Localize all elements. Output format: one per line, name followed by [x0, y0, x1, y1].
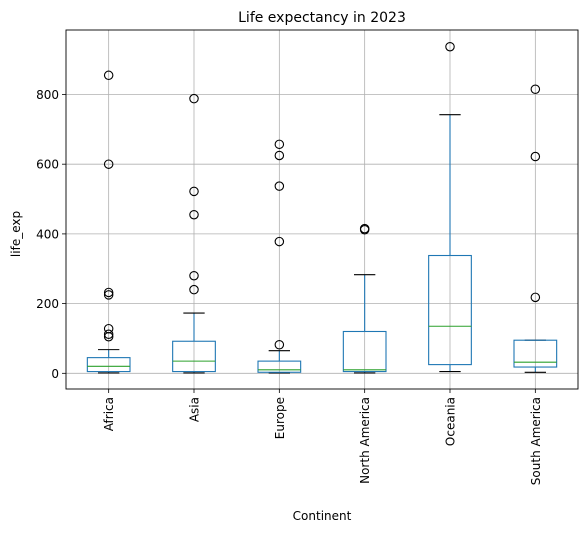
x-tick-label: Oceania: [444, 397, 458, 446]
y-tick-label: 600: [36, 158, 59, 172]
axis-layer: 0 200 400 600 800 Africa Asia Europe North Ameri…: [36, 88, 543, 485]
outlier-point: [103, 329, 114, 340]
y-axis-label: life_exp: [9, 211, 23, 257]
box-iqr: [257, 360, 302, 373]
outlier-point: [189, 93, 199, 104]
box-group: [428, 41, 472, 373]
outlier-point: [445, 41, 455, 52]
outlier-point: [103, 70, 114, 81]
outlier-point: [530, 292, 541, 303]
outlier-point: [530, 151, 541, 162]
x-axis-label: Continent: [293, 509, 352, 523]
outlier-point: [103, 287, 114, 298]
y-tick-label: 0: [51, 367, 59, 381]
chart-title: Life expectancy in 2023: [238, 10, 406, 26]
y-tick-label: 400: [36, 227, 59, 241]
x-tick-label: North America: [358, 397, 372, 484]
outlier-point: [274, 150, 285, 161]
outlier-point: [103, 159, 114, 169]
box-iqr: [86, 357, 131, 373]
outlier-point: [359, 223, 370, 234]
x-tick-label: Europe: [273, 397, 287, 439]
outlier-point: [103, 323, 114, 334]
outlier-point: [274, 139, 285, 150]
outlier-point: [274, 236, 285, 247]
box-iqr: [172, 340, 216, 373]
box-group: [172, 93, 216, 374]
outlier-point: [530, 84, 541, 95]
x-tick-label: Africa: [102, 397, 116, 431]
x-tick-label: South America: [529, 397, 543, 485]
box-group: [513, 84, 558, 373]
box-layer: [86, 41, 558, 374]
y-tick-label: 800: [36, 88, 59, 102]
outlier-point: [274, 181, 285, 191]
outlier-point: [103, 290, 114, 300]
outlier-point: [189, 284, 199, 295]
y-tick-label: 200: [36, 297, 59, 311]
outlier-point: [274, 339, 285, 350]
outlier-point: [189, 186, 199, 197]
box-iqr: [342, 330, 387, 373]
outlier-point: [189, 209, 199, 220]
box-group: [342, 223, 387, 374]
plot-frame: [65, 29, 579, 390]
outlier-point: [189, 270, 199, 281]
grid-layer: [66, 30, 578, 389]
box-iqr: [428, 254, 472, 366]
x-tick-label: Asia: [188, 397, 202, 422]
box-iqr: [513, 339, 558, 368]
box-group: [257, 139, 302, 374]
box-group: [86, 70, 131, 374]
